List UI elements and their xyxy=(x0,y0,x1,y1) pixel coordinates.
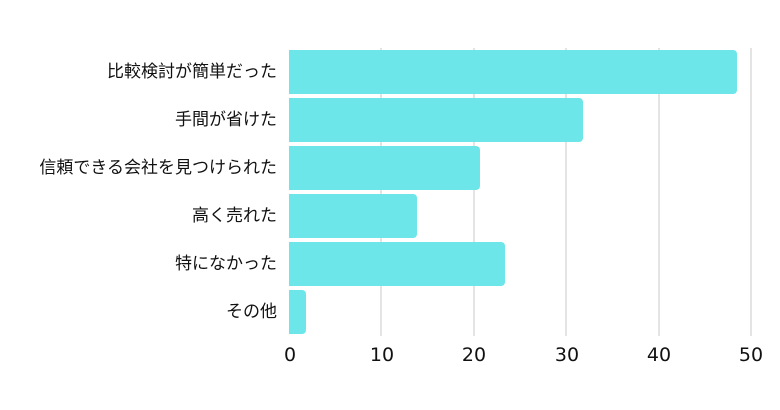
category-label: 比較検討が簡単だった xyxy=(107,62,277,82)
gridline xyxy=(472,48,475,336)
x-tick-label: 10 xyxy=(369,344,395,366)
gridline xyxy=(565,48,568,336)
category-label: 特になかった xyxy=(175,254,277,274)
gridline xyxy=(380,48,383,336)
x-tick-label: 30 xyxy=(554,344,580,366)
x-tick-label: 20 xyxy=(461,344,487,366)
bar xyxy=(289,290,306,334)
x-tick-label: 40 xyxy=(646,344,672,366)
x-tick-label: 0 xyxy=(283,344,297,366)
bar xyxy=(289,146,481,190)
gridline xyxy=(750,48,752,336)
category-label: 手間が省けた xyxy=(175,110,277,130)
bar xyxy=(289,194,418,238)
bar xyxy=(289,242,506,286)
category-label: 信頼できる会社を見つけられた xyxy=(39,158,277,178)
gridline xyxy=(657,48,660,336)
bar xyxy=(289,50,738,94)
bar xyxy=(289,98,583,142)
x-tick-label: 50 xyxy=(738,344,764,366)
category-label: その他 xyxy=(226,302,277,322)
category-label: 高く売れた xyxy=(192,206,277,226)
